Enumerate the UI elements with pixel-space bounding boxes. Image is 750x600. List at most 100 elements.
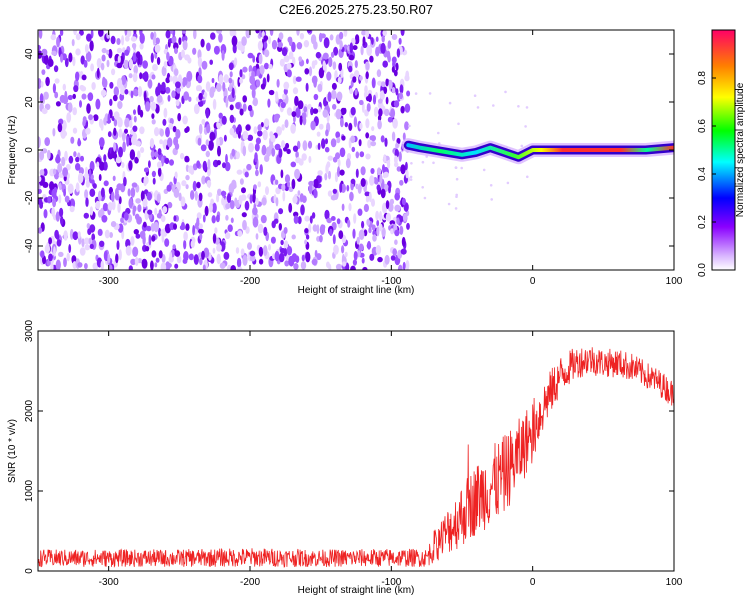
noise-speck	[92, 262, 99, 270]
noise-speck	[128, 197, 133, 209]
noise-speck	[172, 125, 177, 133]
noise-speck	[271, 39, 278, 50]
noise-speck	[213, 45, 220, 55]
noise-speck	[393, 69, 398, 77]
noise-speck	[166, 51, 170, 61]
noise-speck	[286, 245, 293, 256]
noise-speck	[365, 71, 369, 80]
noise-speck	[201, 119, 206, 125]
noise-speck	[357, 208, 363, 216]
noise-speck	[421, 186, 425, 189]
noise-speck	[81, 74, 87, 81]
noise-speck	[86, 33, 92, 42]
noise-speck	[336, 137, 341, 144]
noise-speck	[120, 85, 126, 96]
noise-speck	[38, 136, 41, 148]
noise-speck	[402, 132, 406, 141]
noise-speck	[338, 31, 344, 40]
noise-speck	[303, 106, 308, 113]
noise-speck	[186, 70, 193, 82]
noise-speck	[40, 81, 44, 88]
noise-speck	[454, 207, 458, 210]
noise-speck	[41, 69, 46, 75]
noise-speck	[89, 206, 94, 216]
noise-speck	[306, 58, 309, 65]
noise-speck	[263, 226, 268, 236]
noise-speck	[43, 54, 49, 65]
noise-speck	[101, 47, 107, 54]
noise-speck	[383, 171, 389, 178]
snr-series	[38, 347, 674, 568]
noise-speck	[131, 182, 138, 188]
noise-speck	[84, 244, 91, 251]
noise-speck	[313, 78, 317, 88]
noise-speck	[227, 224, 233, 232]
noise-speck	[188, 253, 194, 261]
noise-speck	[271, 134, 276, 143]
noise-speck	[111, 191, 115, 203]
snr-y-ticks: 0 1000 2000 3000	[24, 319, 674, 574]
noise-speck	[159, 128, 164, 137]
noise-speck	[84, 263, 88, 270]
noise-speck	[91, 82, 96, 90]
noise-speck	[133, 229, 139, 235]
noise-speck	[72, 107, 77, 116]
noise-speck	[52, 198, 57, 208]
x-tick-label: -300	[99, 276, 119, 287]
noise-speck	[115, 253, 119, 264]
noise-speck	[171, 90, 176, 99]
noise-speck	[89, 188, 96, 197]
noise-speck	[387, 40, 392, 49]
noise-speck	[185, 184, 189, 190]
noise-speck	[383, 86, 388, 95]
noise-speck	[106, 49, 110, 56]
noise-speck	[395, 254, 399, 265]
noise-speck	[175, 99, 180, 107]
colorbar-label: Normalized spectral amplitude	[735, 82, 746, 217]
noise-speck	[261, 144, 267, 156]
noise-speck	[223, 134, 227, 142]
noise-speck	[350, 178, 356, 185]
noise-speck	[292, 145, 299, 152]
noise-speck	[358, 243, 364, 252]
noise-speck	[57, 163, 63, 173]
noise-speck	[85, 127, 91, 135]
noise-speck	[262, 129, 268, 141]
noise-speck	[525, 106, 529, 109]
noise-speck	[137, 150, 141, 159]
noise-speck	[257, 130, 263, 137]
noise-speck	[349, 42, 354, 54]
noise-speck	[151, 113, 155, 119]
noise-speck	[154, 207, 158, 216]
noise-speck	[201, 250, 205, 260]
noise-speck	[147, 79, 153, 89]
x-tick-label: -100	[381, 276, 401, 287]
noise-speck	[490, 198, 494, 201]
noise-speck	[180, 152, 185, 160]
y-tick-label: 0	[24, 147, 35, 153]
noise-speck	[183, 231, 188, 241]
noise-speck	[308, 180, 315, 186]
noise-speck	[274, 179, 279, 185]
noise-speck	[414, 92, 418, 95]
noise-speck	[299, 115, 303, 126]
noise-speck	[314, 249, 318, 258]
noise-speck	[118, 146, 123, 158]
noise-speck	[143, 176, 149, 185]
noise-speck	[286, 62, 292, 70]
noise-speck	[204, 205, 209, 217]
noise-speck	[316, 224, 320, 235]
noise-speck	[197, 74, 203, 84]
noise-speck	[402, 261, 406, 270]
noise-speck	[124, 128, 128, 134]
noise-speck	[133, 115, 137, 123]
noise-speck	[73, 85, 79, 93]
noise-speck	[67, 183, 74, 194]
noise-speck	[184, 54, 191, 61]
noise-speck	[196, 217, 200, 227]
noise-speck	[152, 36, 156, 46]
noise-speck	[280, 239, 284, 246]
noise-speck	[358, 139, 362, 147]
noise-speck	[188, 96, 192, 102]
noise-speck	[167, 94, 171, 102]
